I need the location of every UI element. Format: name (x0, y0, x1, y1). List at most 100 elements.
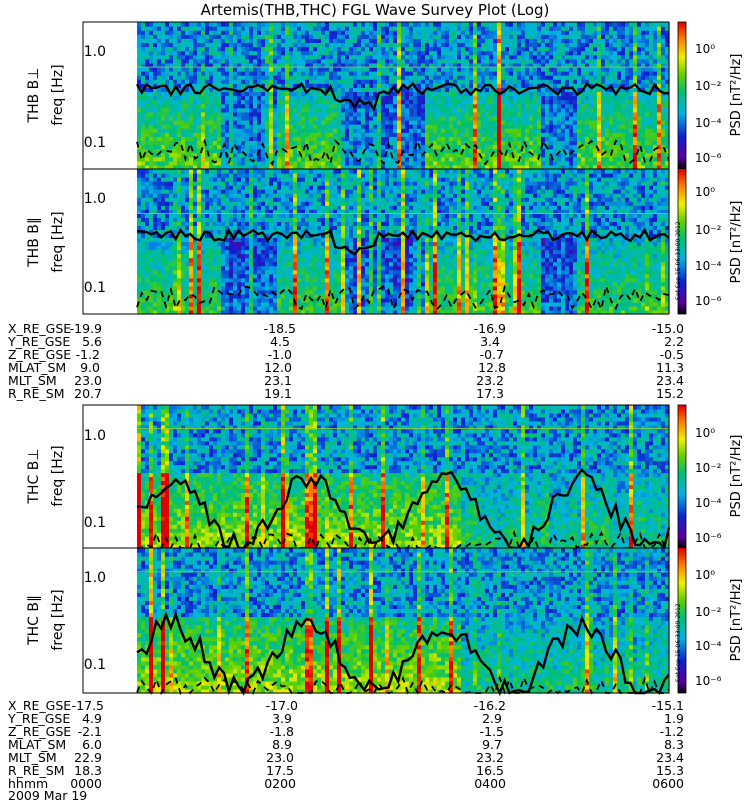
spectrogram-cell (465, 34, 470, 39)
spectrogram-cell (293, 46, 298, 52)
spectrogram-cell (241, 107, 246, 113)
spectrogram-cell (469, 128, 474, 133)
spectrogram-cell (185, 79, 190, 84)
spectrogram-cell (153, 124, 158, 129)
spectrogram-cell (417, 160, 422, 166)
spectrogram-cell (561, 46, 566, 52)
spectrogram-cell (665, 38, 670, 44)
spectrogram-cell (161, 75, 166, 80)
spectrogram-cell (361, 71, 366, 76)
spectrogram-cell (557, 38, 562, 44)
spectrogram-cell (149, 273, 154, 279)
spectrogram-cell (573, 111, 578, 117)
spectrogram-cell (405, 91, 410, 97)
spectrogram-cell (613, 79, 618, 84)
spectrogram-cell (589, 46, 594, 52)
spectrogram-cell (201, 34, 206, 39)
spectrogram-cell (301, 115, 306, 121)
spectrogram-cell (337, 34, 342, 39)
spectrogram-cell (421, 107, 426, 113)
spectrogram-cell (593, 115, 598, 121)
spectrogram-cell (293, 30, 298, 35)
spectrogram-cell (169, 62, 174, 68)
spectrogram-cell (261, 79, 266, 84)
spectrogram-cell (145, 120, 150, 125)
spectrogram-cell (317, 75, 322, 80)
spectrogram-cell (165, 83, 170, 88)
spectrogram-cell (349, 79, 354, 84)
spectrogram-cell (493, 115, 498, 121)
spectrogram-cell (505, 120, 510, 125)
spectrogram-cell (597, 22, 602, 27)
spectrogram-cell (649, 26, 654, 31)
spectrogram-cell (441, 115, 446, 121)
spectrogram-cell (357, 136, 362, 142)
spectrogram-cell (209, 132, 214, 137)
spectrogram-cell (469, 124, 474, 129)
spectrogram-cell (197, 156, 202, 162)
spectrogram-cell (513, 115, 518, 121)
spectrogram-cell (649, 144, 654, 150)
spectrogram-cell (613, 115, 618, 121)
spectrogram-cell (517, 26, 522, 31)
spectrogram-cell (189, 42, 194, 48)
spectrogram-cell (393, 115, 398, 121)
spectrogram-cell (657, 71, 662, 76)
spectrogram-cell (473, 30, 478, 35)
spectrogram-cell (517, 83, 522, 88)
spectrogram-cell (221, 22, 226, 27)
spectrogram-cell (177, 26, 182, 31)
spectrogram-cell (461, 124, 466, 129)
spectrogram-cell (153, 221, 158, 226)
spectrogram-cell (521, 164, 526, 170)
spectrogram-cell (441, 95, 446, 101)
spectrogram-cell (373, 58, 378, 64)
spectrogram-cell (489, 99, 494, 105)
spectrogram-cell (253, 164, 258, 170)
spectrogram-cell (501, 140, 506, 146)
spectrogram-cell (321, 140, 326, 146)
spectrogram-cell (641, 164, 646, 170)
spectrogram-cell (661, 83, 666, 88)
spectrogram-cell (173, 95, 178, 101)
spectrogram-cell (461, 46, 466, 52)
spectrogram-cell (609, 95, 614, 101)
spectrogram-cell (173, 71, 178, 76)
spectrogram-cell (629, 120, 634, 125)
spectrogram-cell (289, 107, 294, 113)
spectrogram-cell (485, 79, 490, 84)
spectrogram-cell (369, 46, 374, 52)
spectrogram-cell (505, 95, 510, 101)
spectrogram-cell (653, 54, 658, 60)
spectrogram-cell (661, 103, 666, 109)
spectrogram-cell (537, 34, 542, 39)
spectrogram-cell (297, 164, 302, 170)
spectrogram-cell (597, 152, 602, 158)
spectrogram-cell (329, 30, 334, 35)
spectrogram-cell (153, 62, 158, 68)
spectrogram-cell (501, 26, 506, 31)
spectrogram-cell (137, 177, 142, 182)
spectrogram-cell (549, 164, 554, 170)
spectrogram-cell (389, 111, 394, 117)
spectrogram-cell (645, 120, 650, 125)
spectrogram-cell (425, 34, 430, 39)
spectrogram-cell (585, 152, 590, 158)
spectrogram-cell (281, 144, 286, 150)
spectrogram-cell (361, 95, 366, 101)
spectrogram-cell (197, 148, 202, 154)
spectrogram-cell (229, 83, 234, 88)
spectrogram-cell (173, 62, 178, 68)
spectrogram-cell (341, 115, 346, 121)
spectrogram-cell (425, 99, 430, 105)
spectrogram-cell (489, 128, 494, 133)
spectrogram-cell (517, 95, 522, 101)
spectrogram-cell (253, 46, 258, 52)
spectrogram-cell (385, 107, 390, 113)
spectrogram-cell (429, 62, 434, 68)
spectrogram-cell (373, 46, 378, 52)
spectrogram-cell (181, 128, 186, 133)
spectrogram-cell (485, 128, 490, 133)
spectrogram-cell (589, 71, 594, 76)
spectrogram-cell (225, 107, 230, 113)
